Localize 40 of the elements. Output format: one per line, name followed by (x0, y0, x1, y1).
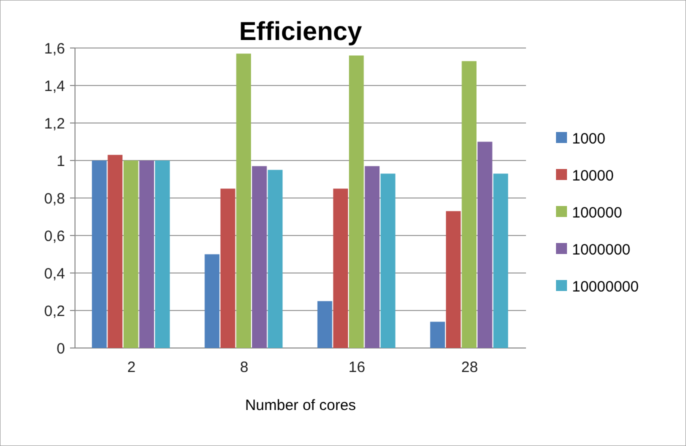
legend-label: 1000000 (572, 241, 630, 258)
y-tick-label: 0,6 (44, 228, 65, 245)
bar (252, 166, 267, 348)
bar (317, 301, 332, 348)
y-tick-label: 0,2 (44, 302, 65, 320)
y-tick-label: 1,6 (44, 40, 65, 58)
bar (268, 170, 283, 348)
bar (430, 322, 445, 348)
bar (220, 188, 236, 348)
chart-title: Efficiency (239, 16, 362, 46)
x-tick-label: 28 (461, 359, 478, 376)
bar (333, 188, 348, 348)
bar (139, 160, 154, 348)
bar (155, 160, 170, 348)
bar (446, 211, 461, 348)
bar (236, 54, 252, 348)
legend-label: 10000000 (572, 278, 639, 296)
legend-label: 1000 (572, 130, 606, 148)
y-tick-label: 1,4 (44, 78, 65, 95)
bar (92, 160, 107, 348)
bar (123, 160, 138, 348)
bar (478, 142, 492, 348)
x-tick-label: 16 (348, 359, 366, 376)
x-tick-label: 2 (127, 359, 136, 376)
bar (108, 154, 122, 348)
x-axis-title: Number of cores (245, 397, 356, 414)
bar (493, 174, 508, 348)
y-tick-label: 0,4 (44, 265, 65, 282)
bar (348, 56, 364, 348)
y-tick-label: 1,2 (44, 115, 65, 132)
bar (380, 174, 396, 348)
legend-label: 100000 (572, 204, 622, 222)
x-tick-label: 8 (240, 359, 248, 376)
bar (204, 254, 220, 348)
legend-label: 10000 (572, 167, 614, 184)
y-tick-label: 0 (56, 340, 65, 358)
bar (462, 61, 477, 348)
y-tick-label: 0,8 (44, 190, 65, 208)
y-tick-label: 1 (56, 152, 65, 170)
bar (364, 166, 380, 348)
